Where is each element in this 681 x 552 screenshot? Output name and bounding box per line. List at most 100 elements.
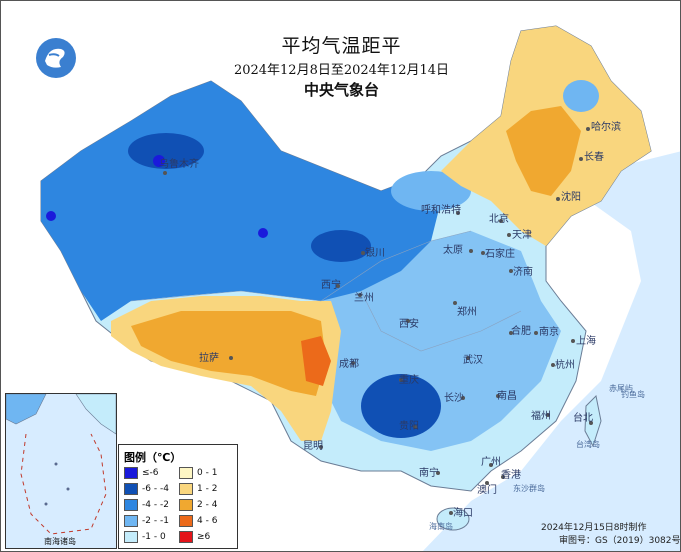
city-label: 澳门 <box>477 485 497 496</box>
south-china-sea-inset: 南海诸岛 <box>5 393 117 549</box>
city-label: 南京 <box>539 327 559 338</box>
anomaly-region-sichuan-west-plus4 <box>301 336 331 386</box>
legend-swatch <box>124 531 138 543</box>
city-label: 乌鲁木齐 <box>159 159 199 170</box>
legend-title: 图例（℃） <box>124 451 182 464</box>
anomaly-region-tibet-plus2 <box>131 311 326 396</box>
sea-label: 台湾岛 <box>576 440 600 449</box>
city-label: 银川 <box>365 248 385 259</box>
city-label: 北京 <box>489 214 509 225</box>
legend-swatch <box>124 483 138 495</box>
province-boundary <box>130 230 472 302</box>
city-label: 合肥 <box>511 326 531 337</box>
city-label: 拉萨 <box>199 353 219 364</box>
city-label: 成都 <box>339 359 359 370</box>
map-organization: 中央气象台 <box>303 81 379 99</box>
hainan-island <box>436 507 470 531</box>
legend-label: -6 - -4 <box>142 484 169 494</box>
taiwan-island <box>584 394 602 448</box>
legend-label: -1 - 0 <box>142 532 166 542</box>
city-label: 沈阳 <box>561 192 581 203</box>
city-dot <box>496 394 500 398</box>
legend: 图例（℃） ≤-6 0 - 1 -6 - -4 1 - 2 -4 - -2 2 … <box>118 444 238 549</box>
city-dot <box>406 319 410 323</box>
legend-swatch <box>179 515 193 527</box>
city-dot <box>358 293 362 297</box>
map-date-range: 2024年12月8日至2024年12月14日 <box>233 63 450 78</box>
city-label: 济南 <box>513 267 533 278</box>
map-title: 平均气温距平 <box>281 35 402 57</box>
legend-label: ≤-6 <box>142 468 159 478</box>
city-dot <box>534 331 538 335</box>
city-label: 天津 <box>512 230 532 241</box>
legend-swatch <box>179 531 193 543</box>
legend-label: -4 - -2 <box>142 500 169 510</box>
city-label: 太原 <box>443 245 463 256</box>
sea-label: 海南岛 <box>429 522 453 531</box>
city-dot <box>319 445 323 449</box>
city-dot <box>551 363 555 367</box>
legend-swatch <box>179 483 193 495</box>
anomaly-patch-harbin-cold <box>563 80 599 112</box>
city-label: 香港 <box>501 470 521 481</box>
city-label: 昆明 <box>303 441 323 452</box>
city-dot <box>509 269 513 273</box>
city-dot <box>351 361 355 365</box>
city-label: 台北 <box>573 413 593 424</box>
city-dot <box>449 511 453 515</box>
legend-item: -1 - 0 <box>124 531 180 543</box>
city-dot <box>361 251 365 255</box>
city-label: 武汉 <box>463 355 483 366</box>
city-label: 贵阳 <box>399 421 419 432</box>
city-dot <box>163 171 167 175</box>
city-dot <box>466 356 470 360</box>
legend-swatch <box>179 499 193 511</box>
city-dot <box>456 211 460 215</box>
city-dot <box>399 378 403 382</box>
city-label: 西宁 <box>321 280 341 291</box>
inset-label: 南海诸岛 <box>44 537 76 546</box>
legend-label: 4 - 6 <box>197 516 218 526</box>
city-label: 哈尔滨 <box>591 122 621 133</box>
city-dot <box>586 127 590 131</box>
city-label: 郑州 <box>457 307 477 318</box>
city-dot <box>571 339 575 343</box>
city-label: 西安 <box>399 319 419 330</box>
legend-swatch <box>124 499 138 511</box>
city-label: 呼和浩特 <box>421 205 461 216</box>
province-boundary-2 <box>360 290 522 352</box>
anomaly-spot-qinghai <box>258 228 268 238</box>
anomaly-patch-north-xinjiang <box>128 133 204 169</box>
anomaly-region-northeast-plus2 <box>506 106 581 196</box>
legend-item: -4 - -2 <box>124 499 180 511</box>
city-dot <box>499 219 503 223</box>
city-dot <box>501 475 505 479</box>
city-dot <box>489 463 493 467</box>
legend-item: 1 - 2 <box>179 483 235 495</box>
city-label: 南昌 <box>497 391 517 402</box>
sea-label: 东沙群岛 <box>513 484 545 493</box>
legend-swatch <box>179 467 193 479</box>
inset-map <box>6 394 116 535</box>
legend-label: -2 - -1 <box>142 516 169 526</box>
city-dot <box>589 421 593 425</box>
city-dot <box>556 197 560 201</box>
anomaly-patch-guizhou <box>361 374 441 438</box>
legend-item: ≤-6 <box>124 467 180 479</box>
sea-label: 钓鱼岛 <box>621 390 645 399</box>
anomaly-patch-gansu <box>311 230 371 262</box>
city-label: 石家庄 <box>485 249 515 260</box>
legend-item: 0 - 1 <box>179 467 235 479</box>
legend-label: ≥6 <box>197 532 211 542</box>
city-dot <box>469 249 473 253</box>
legend-item: 4 - 6 <box>179 515 235 527</box>
city-label: 南宁 <box>419 468 439 479</box>
footer-approval: 审图号：GS（2019）3082号 <box>559 536 681 546</box>
sea-area <box>422 151 680 551</box>
legend-item: -2 - -1 <box>124 515 180 527</box>
legend-item: ≥6 <box>179 531 235 543</box>
anomaly-spot-junggar <box>153 155 165 167</box>
anomaly-spot-west <box>46 211 56 221</box>
city-dot <box>507 233 511 237</box>
